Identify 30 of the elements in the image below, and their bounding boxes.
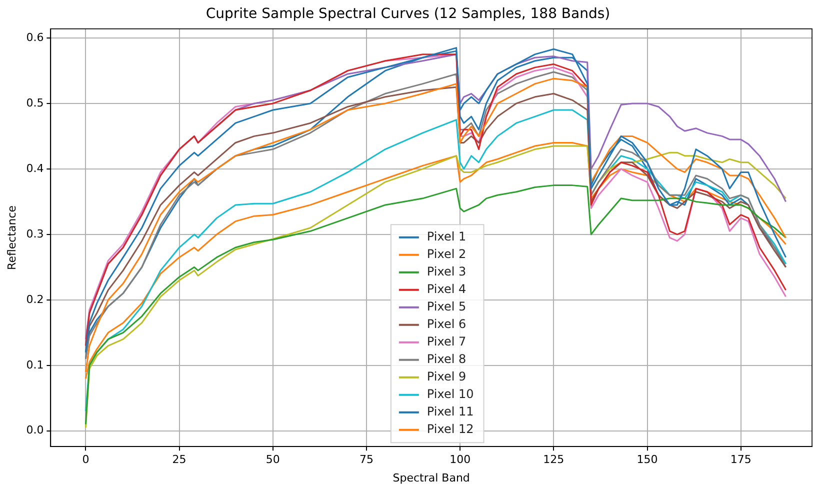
y-tick-label: 0.1 [26,358,44,372]
x-axis-title: Spectral Band [392,471,470,484]
legend-label: Pixel 6 [426,316,466,331]
legend-label: Pixel 10 [426,386,474,401]
y-tick-label: 0.5 [26,96,44,110]
x-tick-label: 25 [172,453,186,466]
legend-label: Pixel 2 [426,246,466,261]
x-tick-label: 75 [359,453,374,466]
legend-label: Pixel 8 [426,352,466,366]
legend-label: Pixel 1 [426,229,466,244]
legend-label: Pixel 4 [426,282,466,296]
x-tick-label: 50 [266,453,280,466]
x-tick-label: 125 [543,453,564,466]
legend-label: Pixel 12 [426,422,474,436]
y-tick-label: 0.4 [26,162,44,175]
x-tick-label: 175 [730,453,752,466]
x-tick-label: 100 [450,453,471,466]
y-tick-label: 0.2 [26,292,44,306]
y-tick-label: 0.3 [26,227,44,240]
x-tick-label: 0 [82,453,90,466]
y-tick-label: 0.0 [26,424,44,437]
y-tick-label: 0.6 [26,30,44,44]
x-tick-label: 150 [636,453,658,466]
y-axis-title: Reflectance [5,205,18,270]
legend-label: Pixel 7 [426,334,466,348]
chart-title: Cuprite Sample Spectral Curves (12 Samples, 188 Bands) [206,6,610,22]
legend-label: Pixel 3 [426,264,466,278]
legend-label: Pixel 11 [426,404,474,418]
legend-label: Pixel 5 [426,299,466,314]
legend-label: Pixel 9 [426,369,466,384]
